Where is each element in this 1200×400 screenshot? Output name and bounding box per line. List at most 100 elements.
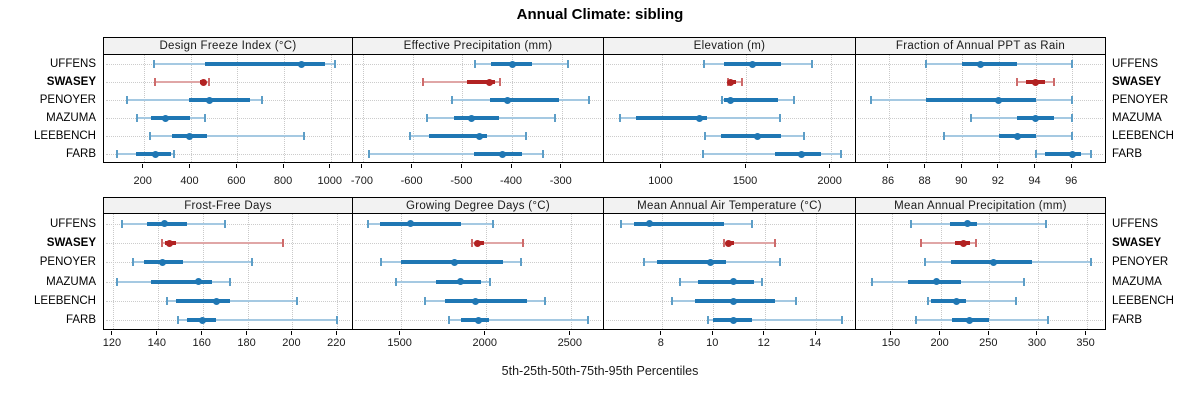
- panel-strip-title: Fraction of Annual PPT as Rain: [895, 40, 1066, 52]
- whisker-cap-95th: [542, 150, 545, 158]
- whisker-cap-5th: [671, 297, 674, 305]
- axis-tick-label: 200: [133, 175, 152, 187]
- site-label-right: UFFENS: [1112, 217, 1158, 230]
- whisker-cap-5th: [642, 258, 645, 267]
- axis-tick: [887, 164, 889, 168]
- axis-tick: [560, 164, 562, 168]
- axis-tick-label: 96: [1065, 175, 1078, 187]
- panel-plot: [103, 55, 352, 163]
- gridline-vertical: [570, 214, 572, 329]
- site-label-left: FARB: [65, 148, 96, 160]
- panel-strip: Design Freeze Index (°C): [103, 37, 352, 55]
- whisker-cap-95th: [1071, 114, 1074, 122]
- whisker-cap-5th: [448, 316, 451, 325]
- axis-tick: [361, 164, 363, 168]
- whisker-cap-95th: [498, 78, 501, 86]
- row-reference-line: [858, 82, 1103, 83]
- axis-tick: [763, 331, 765, 335]
- median-dot: [473, 239, 481, 247]
- site-label-left: UFFENS: [50, 217, 96, 230]
- gridline-vertical: [1072, 55, 1074, 162]
- panel-strip-title: Effective Precipitation (mm): [403, 40, 553, 52]
- axis-tick-label: 200: [930, 337, 949, 349]
- median-dot: [959, 239, 967, 247]
- gridline-vertical: [462, 55, 464, 162]
- whisker-cap-95th: [1052, 78, 1055, 86]
- site-label-right: SWASEY: [1112, 237, 1162, 249]
- median-dot: [456, 278, 464, 286]
- axis-tick-label: 90: [955, 175, 968, 187]
- axis-tick: [510, 164, 512, 168]
- whisker-cap-95th: [1023, 277, 1026, 286]
- axis-tick-label: 2500: [557, 337, 583, 349]
- whisker-cap-5th: [425, 114, 428, 122]
- whisker-cap-95th: [1089, 150, 1092, 158]
- median-dot: [645, 220, 653, 228]
- whisker-cap-95th: [840, 316, 843, 325]
- axis-tick-label: 400: [180, 175, 199, 187]
- whisker-cap-5th: [421, 78, 424, 86]
- axis-tick: [201, 331, 203, 335]
- row-reference-line: [858, 154, 1103, 155]
- whisker-cap-95th: [173, 150, 176, 158]
- panel-strip: Frost-Free Days: [103, 197, 352, 214]
- median-dot: [977, 60, 985, 68]
- row-reference-line: [106, 118, 350, 119]
- median-dot: [797, 150, 805, 158]
- median-dot: [212, 297, 220, 305]
- axis-tick-label: 88: [918, 175, 931, 187]
- site-label-left: PENOYER: [39, 94, 96, 106]
- median-dot: [194, 278, 202, 286]
- median-dot: [730, 297, 738, 305]
- median-dot: [472, 297, 480, 305]
- axis-tick: [660, 331, 662, 335]
- whisker-cap-95th: [522, 239, 525, 247]
- percentile-whisker: [472, 242, 524, 244]
- axis-tick: [235, 164, 237, 168]
- gridline-vertical: [412, 55, 414, 162]
- gridline-vertical: [764, 214, 766, 329]
- whisker-cap-95th: [1090, 258, 1093, 267]
- whisker-cap-95th: [761, 277, 764, 286]
- median-dot: [161, 220, 169, 228]
- interquartile-bar: [925, 98, 1036, 102]
- median-dot: [730, 278, 738, 286]
- interquartile-bar: [380, 221, 462, 226]
- gridline-vertical: [247, 214, 249, 329]
- gridline-vertical: [830, 55, 832, 162]
- median-dot: [1068, 150, 1076, 158]
- axis-tick: [1036, 331, 1038, 335]
- axis-tick-label: 300: [1027, 337, 1047, 349]
- site-label-right: FARB: [1112, 314, 1143, 327]
- median-dot: [964, 220, 972, 228]
- gridline-vertical: [190, 55, 192, 162]
- interquartile-bar: [1044, 152, 1082, 156]
- axis-tick-label: 220: [327, 337, 346, 349]
- whisker-cap-95th: [260, 96, 263, 104]
- interquartile-bar: [950, 221, 977, 226]
- whisker-cap-5th: [135, 114, 138, 122]
- gridline-vertical: [561, 55, 563, 162]
- panel-strip: Growing Degree Days (°C): [352, 197, 603, 214]
- whisker-cap-5th: [920, 239, 923, 247]
- percentile-whisker: [368, 153, 544, 155]
- percentile-whisker: [166, 300, 297, 302]
- median-dot: [476, 132, 484, 140]
- panel-plot: [103, 214, 352, 330]
- axis-tick-label: 12: [757, 337, 770, 349]
- axis-tick-label: 86: [881, 175, 895, 187]
- gridline-vertical: [661, 214, 663, 329]
- whisker-cap-5th: [116, 277, 119, 286]
- row-reference-line: [106, 154, 350, 155]
- site-label-right: PENOYER: [1112, 94, 1169, 106]
- interquartile-bar: [444, 299, 528, 303]
- axis-tick-label: 8: [657, 337, 664, 349]
- whisker-cap-95th: [334, 60, 337, 68]
- interquartile-bar: [473, 152, 523, 156]
- gridline-vertical: [888, 55, 890, 162]
- site-label-right: LEEBENCH: [1112, 295, 1174, 307]
- median-dot: [151, 150, 159, 158]
- panel-strip: Mean Annual Air Temperature (°C): [603, 197, 855, 214]
- axis-tick: [329, 164, 331, 168]
- axis-tick: [111, 331, 113, 335]
